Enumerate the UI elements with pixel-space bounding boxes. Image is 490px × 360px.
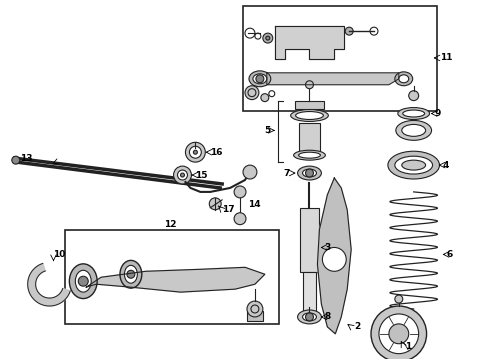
Circle shape [209, 198, 221, 210]
Circle shape [127, 270, 135, 278]
Circle shape [78, 276, 88, 286]
Ellipse shape [302, 313, 317, 321]
Ellipse shape [120, 260, 142, 288]
Circle shape [345, 27, 353, 35]
Circle shape [247, 301, 263, 317]
Ellipse shape [395, 72, 413, 86]
Text: 7: 7 [284, 168, 290, 177]
Ellipse shape [294, 150, 325, 160]
Polygon shape [318, 178, 351, 334]
Text: 10: 10 [53, 250, 66, 259]
Circle shape [256, 75, 264, 83]
Circle shape [234, 186, 246, 198]
Circle shape [395, 295, 403, 303]
Circle shape [194, 150, 197, 154]
Circle shape [185, 142, 205, 162]
Ellipse shape [249, 71, 271, 87]
Circle shape [409, 91, 418, 100]
Circle shape [177, 170, 188, 180]
Text: 3: 3 [324, 243, 331, 252]
Bar [298, 123, 320, 153]
Bar [299, 208, 319, 272]
Ellipse shape [291, 109, 328, 121]
Ellipse shape [399, 75, 409, 83]
Bar [247, 311, 263, 321]
Circle shape [306, 313, 314, 321]
Circle shape [12, 156, 20, 164]
Circle shape [306, 81, 314, 89]
Text: 4: 4 [442, 161, 449, 170]
Polygon shape [267, 73, 399, 85]
Text: 5: 5 [264, 126, 270, 135]
Ellipse shape [396, 121, 432, 140]
Text: 11: 11 [441, 53, 453, 62]
Text: 2: 2 [354, 322, 361, 331]
Text: 9: 9 [435, 109, 441, 118]
Ellipse shape [297, 310, 321, 324]
Circle shape [261, 94, 269, 102]
Ellipse shape [298, 152, 320, 158]
Circle shape [379, 314, 418, 354]
Text: 1: 1 [405, 342, 411, 351]
Ellipse shape [75, 270, 91, 292]
Circle shape [306, 169, 314, 177]
Circle shape [322, 247, 346, 271]
Text: 13: 13 [20, 154, 32, 163]
Circle shape [190, 146, 201, 158]
Circle shape [234, 213, 246, 225]
Bar [243, 6, 437, 111]
Ellipse shape [398, 108, 430, 120]
Ellipse shape [402, 125, 426, 136]
Circle shape [389, 324, 409, 344]
Ellipse shape [402, 160, 426, 170]
Text: 15: 15 [196, 171, 208, 180]
Ellipse shape [297, 166, 321, 180]
Circle shape [180, 173, 184, 177]
Circle shape [263, 33, 273, 43]
Text: 17: 17 [222, 205, 235, 214]
Ellipse shape [70, 264, 97, 298]
Polygon shape [28, 264, 70, 306]
Circle shape [266, 36, 270, 40]
Text: 16: 16 [210, 148, 223, 157]
Bar [302, 272, 317, 312]
Text: 6: 6 [446, 250, 453, 259]
Ellipse shape [295, 112, 323, 120]
Text: 14: 14 [248, 200, 261, 209]
Ellipse shape [403, 110, 425, 117]
Circle shape [371, 306, 427, 360]
Ellipse shape [395, 156, 433, 174]
Circle shape [243, 165, 257, 179]
Circle shape [173, 166, 192, 184]
Circle shape [245, 86, 259, 100]
Text: 12: 12 [164, 220, 177, 229]
Ellipse shape [253, 74, 267, 84]
Bar [294, 100, 324, 109]
Bar [275, 26, 344, 34]
Text: 8: 8 [324, 312, 331, 321]
Polygon shape [275, 26, 344, 59]
Polygon shape [86, 267, 265, 292]
Ellipse shape [302, 169, 317, 177]
Bar [65, 230, 279, 324]
Ellipse shape [388, 151, 440, 179]
Ellipse shape [124, 265, 137, 283]
